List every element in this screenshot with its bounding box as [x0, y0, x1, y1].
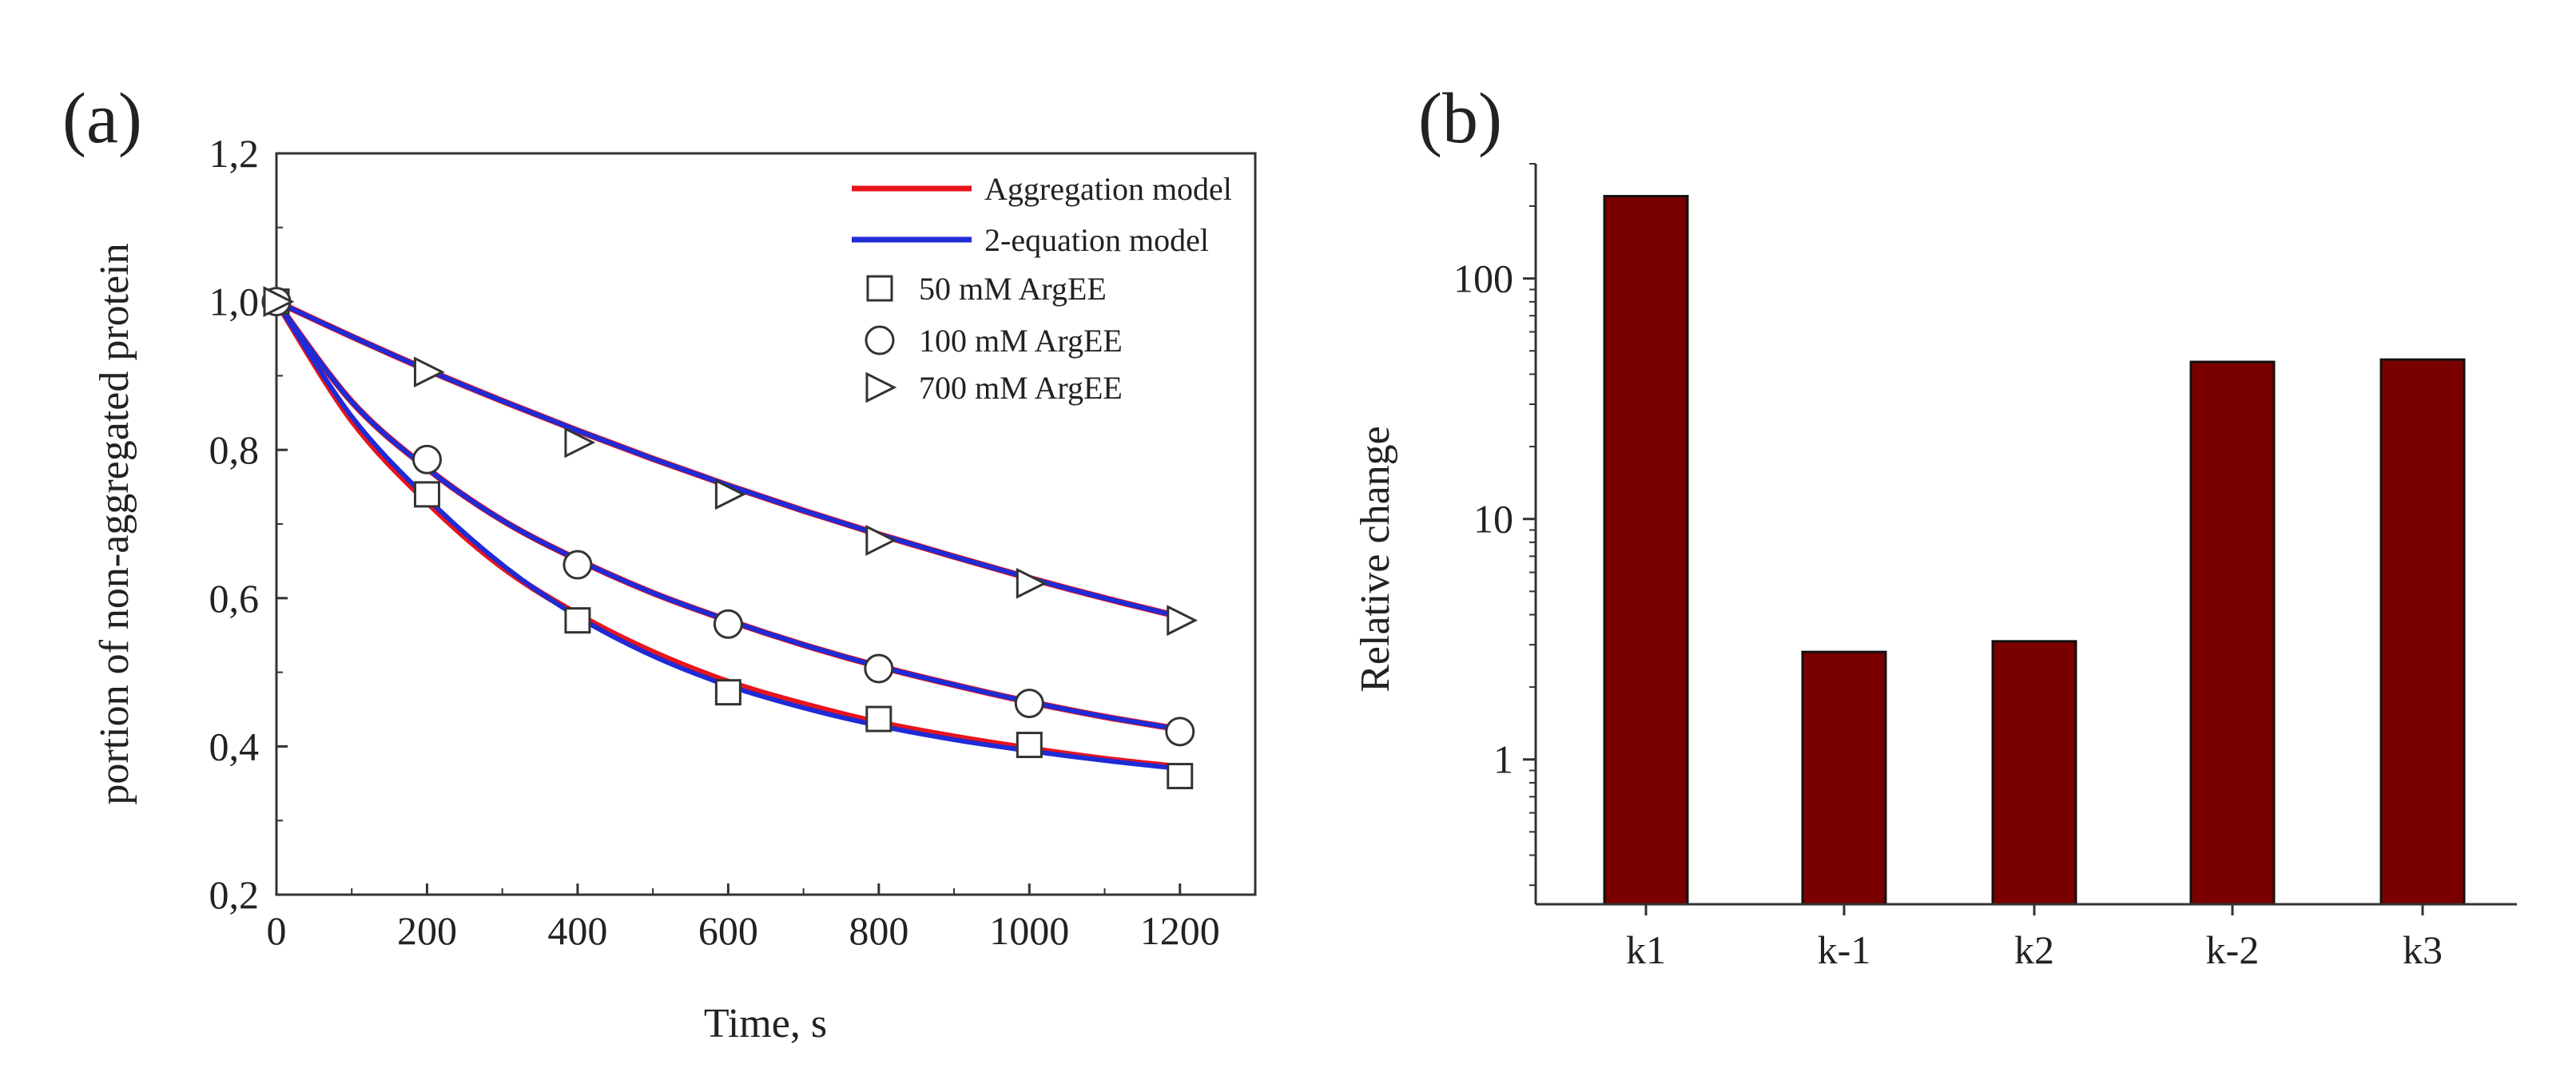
- plot-a-x-ticks: 0 200 400 600 800 1000 1200: [267, 883, 1220, 953]
- plot-b-y-ticks: 1 10 100: [1453, 163, 1536, 887]
- legend-label-700mm: 700 mM ArgEE: [919, 370, 1123, 406]
- legend-marker-triangle: [865, 371, 897, 403]
- y-tick-label: 1,0: [209, 280, 260, 324]
- panel-a-line-chart: (a) 0 200 400 600 800 1000 1200 0,2 0,4 0,6 0,8 1,…: [62, 79, 1257, 1046]
- y-tick-label: 0,4: [209, 724, 260, 768]
- point-50mm-argee: [413, 481, 440, 508]
- point-50mm-argee: [564, 607, 591, 634]
- panel-b-bar-chart: (b) 1 10 100 k1 k-1 k2 k-2 k3 Relative change: [1353, 79, 2517, 972]
- x-tick-label: 1200: [1140, 908, 1220, 953]
- point-100mm-argee: [713, 609, 743, 639]
- point-100mm-argee: [1014, 689, 1044, 719]
- point-100mm-argee: [864, 653, 894, 684]
- plot-a-y-ticks: 0,2 0,4 0,6 0,8 1,0 1,2: [209, 131, 288, 917]
- point-700mm-argee: [1167, 605, 1199, 637]
- bar-k-2: [2189, 360, 2276, 906]
- point-100mm-argee: [1165, 717, 1195, 747]
- point-50mm-argee: [714, 679, 741, 706]
- y-tick-label: 100: [1453, 256, 1513, 301]
- panel-a-label: (a): [62, 79, 142, 158]
- x-tick-label: 200: [397, 908, 457, 953]
- x-tick-label-k-1: k-1: [1818, 927, 1871, 972]
- point-700mm-argee: [413, 356, 445, 388]
- legend-marker-square: [866, 275, 893, 302]
- plot-b-y-axis-title: Relative change: [1353, 426, 1398, 693]
- x-tick-label: 600: [698, 908, 758, 953]
- legend-label-aggregation-model: Aggregation model: [984, 171, 1232, 207]
- panel-b-label: (b): [1418, 79, 1502, 158]
- point-700mm-argee: [1016, 567, 1047, 599]
- x-tick-label-k3: k3: [2403, 927, 2443, 972]
- x-tick-label-k-2: k-2: [2206, 927, 2260, 972]
- y-tick-label: 0,8: [209, 427, 260, 472]
- legend-marker-circle: [865, 325, 895, 355]
- y-tick-label: 1,2: [209, 131, 260, 176]
- y-tick-label: 0,6: [209, 576, 260, 621]
- x-tick-label: 400: [547, 908, 607, 953]
- plot-a-y-axis-title: portion of non-aggregated protein: [92, 243, 137, 804]
- plot-a-legend: Aggregation model 2-equation model 50 mM…: [837, 158, 1253, 425]
- x-tick-label-k1: k1: [1626, 927, 1666, 972]
- bar-k3: [2379, 358, 2466, 906]
- y-tick-label: 10: [1473, 497, 1513, 542]
- point-50mm-argee: [1016, 732, 1043, 759]
- plot-b-bars: [1603, 195, 2466, 906]
- y-tick-label: 0,2: [209, 872, 260, 917]
- point-100mm-argee: [563, 550, 593, 580]
- point-50mm-argee: [865, 705, 892, 733]
- legend-label-50mm: 50 mM ArgEE: [919, 271, 1107, 307]
- bar-k2: [1991, 640, 2077, 906]
- bar-k1: [1603, 195, 1689, 906]
- point-700mm-argee: [564, 427, 596, 459]
- point-50mm-argee: [1167, 763, 1194, 790]
- plot-a-points: [261, 286, 1199, 790]
- x-tick-label: 0: [267, 908, 287, 953]
- legend-label-2-equation-model: 2-equation model: [984, 222, 1209, 258]
- point-700mm-argee: [263, 286, 295, 318]
- legend-label-100mm: 100 mM ArgEE: [919, 323, 1123, 359]
- plot-b-x-ticks: k1 k-1 k2 k-2 k3: [1626, 904, 2443, 972]
- x-tick-label: 1000: [989, 908, 1069, 953]
- point-700mm-argee: [714, 478, 746, 510]
- legend-background: [837, 158, 1253, 425]
- point-100mm-argee: [411, 444, 442, 474]
- y-tick-label: 1: [1493, 737, 1513, 782]
- point-700mm-argee: [865, 524, 897, 556]
- plot-a-x-axis-title: Time, s: [704, 1001, 827, 1046]
- bar-k-1: [1801, 650, 1887, 906]
- x-tick-label-k2: k2: [2014, 927, 2054, 972]
- x-tick-label: 800: [849, 908, 908, 953]
